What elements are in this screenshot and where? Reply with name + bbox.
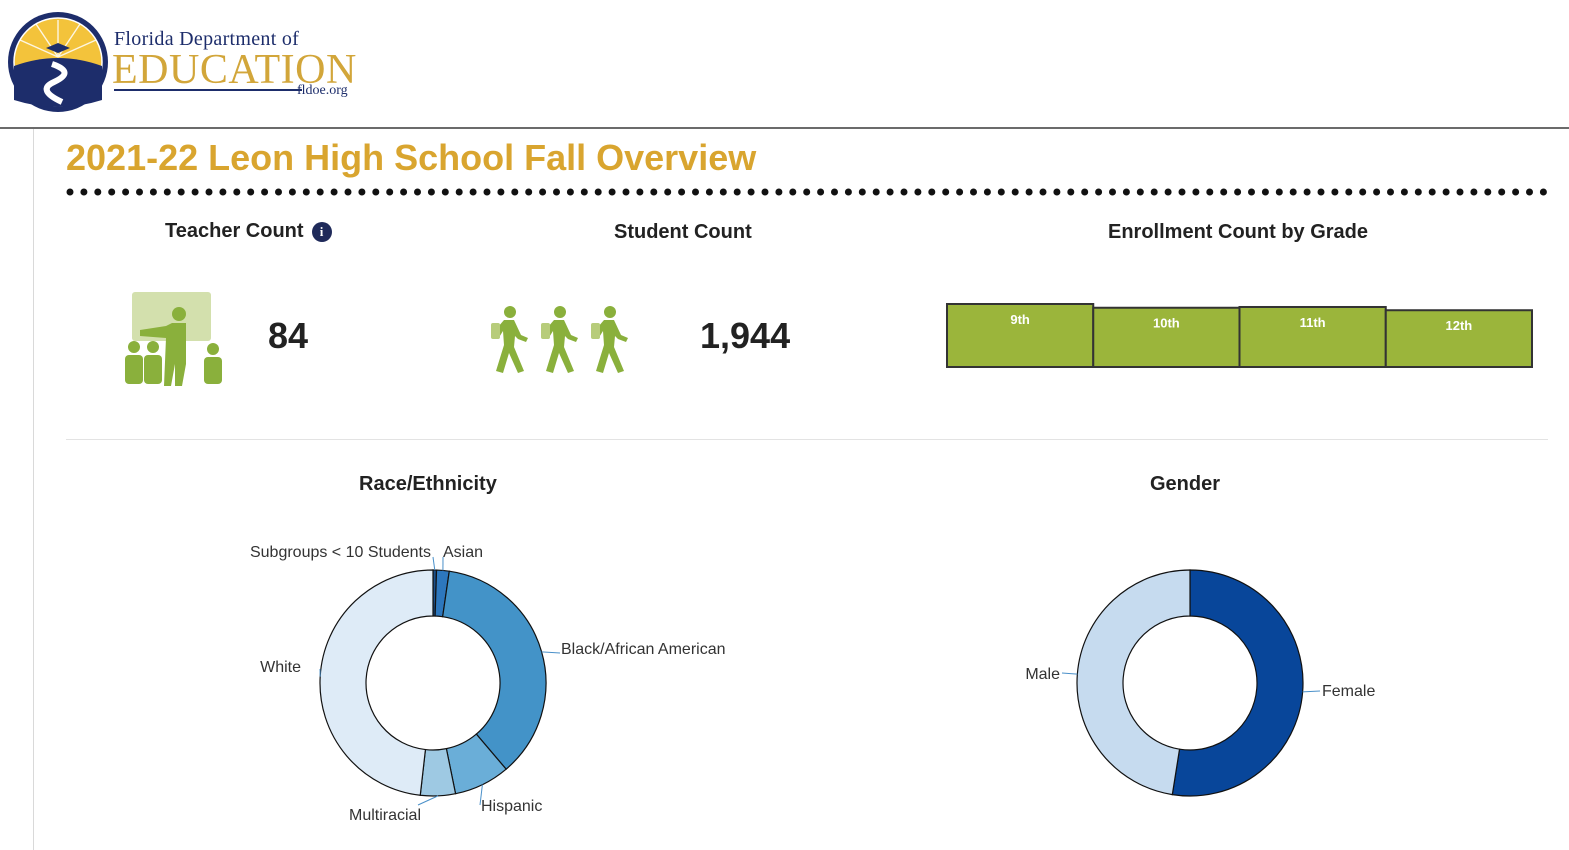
slice-label: Black/African American: [561, 641, 726, 658]
brand-underline: [114, 89, 302, 91]
teacher-count-label: Teacher Count: [165, 220, 304, 242]
slice-label: Hispanic: [481, 798, 542, 815]
teacher-count-title: Teacher Count i: [165, 220, 332, 243]
gender-donut-chart: Female Male: [1025, 569, 1375, 797]
info-icon[interactable]: i: [311, 222, 332, 242]
students-walking-icon: [491, 306, 628, 373]
left-border: [33, 129, 34, 850]
student-count-value: 1,944: [700, 315, 791, 356]
enrollment-title: Enrollment Count by Grade: [1108, 221, 1369, 243]
section-divider: [66, 439, 1548, 440]
slice-white[interactable]: [319, 569, 434, 796]
slice-label: White: [260, 659, 301, 676]
student-count-title: Student Count: [614, 221, 752, 243]
slice-black-african-american[interactable]: [441, 570, 547, 771]
teacher-count-value: 84: [268, 315, 309, 356]
grade-bar-label: 9th: [1010, 312, 1030, 327]
site-header: Florida Department of EDUCATION fldoe.or…: [0, 0, 1569, 129]
race-donut-chart: Subgroups < 10 Students Asian Black/Africa…: [250, 544, 726, 824]
dotted-divider: [66, 188, 1551, 196]
slice-label: Asian: [443, 544, 483, 561]
fldoe-logo[interactable]: [6, 10, 110, 114]
race-title: Race/Ethnicity: [359, 473, 497, 495]
grade-bar-10th[interactable]: [1092, 306, 1241, 369]
grade-bar-label: 12th: [1446, 318, 1473, 333]
brand-wordmark: EDUCATION: [112, 47, 357, 93]
slice-label: Male: [1025, 666, 1060, 683]
label-connector: [1302, 690, 1321, 693]
brand-url[interactable]: fldoe.org: [297, 83, 348, 98]
slice-label: Multiracial: [349, 807, 421, 824]
enrollment-bar-chart: 9th 10th 11th 12th: [946, 303, 1533, 369]
gender-title: Gender: [1150, 473, 1221, 495]
grade-bar-label: 10th: [1153, 316, 1180, 331]
grade-bar-12th[interactable]: [1384, 309, 1533, 368]
slice-label: Female: [1322, 683, 1375, 700]
slice-male[interactable]: [1076, 569, 1191, 796]
brand-name-line: Florida Department of: [114, 28, 300, 50]
label-connector: [479, 784, 483, 806]
page-title: 2021-22 Leon High School Fall Overview: [66, 137, 757, 178]
label-connector: [417, 795, 439, 806]
grade-bar-label: 11th: [1300, 315, 1326, 330]
label-connector: [432, 556, 436, 571]
slice-label: Subgroups < 10 Students: [250, 544, 431, 561]
label-connector: [541, 651, 561, 654]
slice-female[interactable]: [1171, 569, 1304, 797]
label-connector: [1061, 672, 1078, 675]
teacher-icon: [125, 292, 222, 386]
